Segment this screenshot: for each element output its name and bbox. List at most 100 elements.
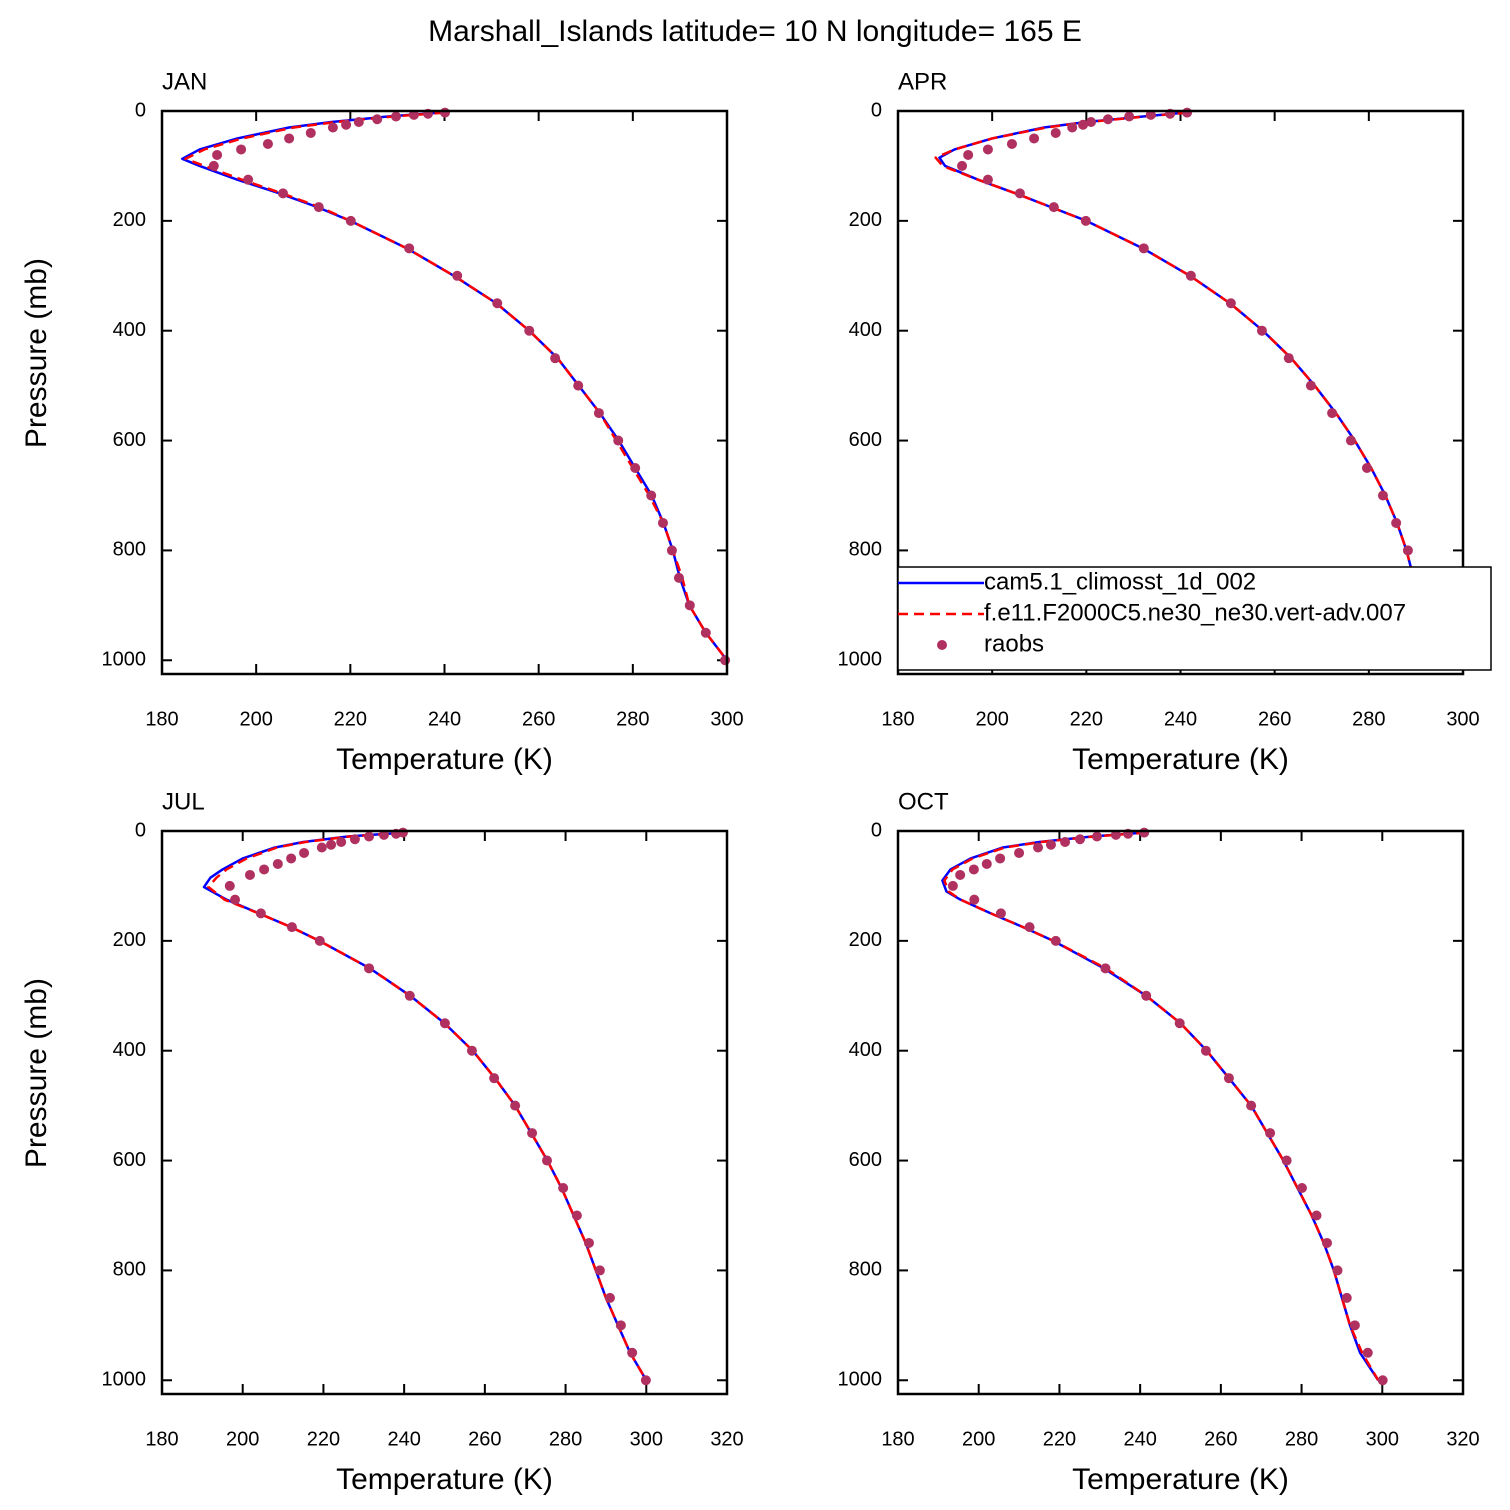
x-tick-label: 240 bbox=[387, 1428, 420, 1450]
x-axis-label: Temperature (K) bbox=[1072, 743, 1289, 776]
raob-point bbox=[1265, 1128, 1276, 1139]
raob-point bbox=[615, 1320, 626, 1331]
panel-title: JUL bbox=[162, 788, 205, 815]
raob-point bbox=[259, 864, 270, 875]
x-tick-label: 240 bbox=[428, 708, 461, 730]
raob-point bbox=[489, 1073, 500, 1084]
y-tick-label: 600 bbox=[113, 1149, 146, 1171]
x-tick-label: 280 bbox=[549, 1428, 582, 1450]
raob-point bbox=[364, 963, 375, 974]
raob-point bbox=[1345, 435, 1356, 446]
y-tick-label: 200 bbox=[113, 209, 146, 231]
raob-point bbox=[353, 116, 364, 127]
raob-point bbox=[646, 490, 657, 501]
raob-point bbox=[1086, 116, 1097, 127]
raob-point bbox=[378, 829, 389, 840]
raob-point bbox=[1377, 1375, 1388, 1386]
x-axis-label: Temperature (K) bbox=[336, 743, 553, 776]
legend-label: raobs bbox=[984, 630, 1044, 657]
y-tick-label: 1000 bbox=[838, 649, 883, 671]
raob-point bbox=[316, 842, 327, 853]
raob-point bbox=[404, 990, 415, 1001]
raob-point bbox=[272, 858, 283, 869]
raob-point bbox=[1067, 122, 1078, 133]
y-tick-label: 0 bbox=[871, 99, 882, 121]
raob-point bbox=[1256, 325, 1267, 336]
raob-point bbox=[1311, 1210, 1322, 1221]
raob-point bbox=[963, 149, 974, 160]
raob-point bbox=[1182, 107, 1193, 118]
raob-point bbox=[527, 1128, 538, 1139]
y-tick-label: 200 bbox=[113, 929, 146, 951]
raob-point bbox=[262, 138, 273, 149]
x-tick-label: 180 bbox=[145, 708, 178, 730]
raob-point bbox=[1362, 1347, 1373, 1358]
x-axis-label: Temperature (K) bbox=[336, 1463, 553, 1496]
raob-point bbox=[439, 107, 450, 118]
raob-point bbox=[305, 127, 316, 138]
y-axis-label: Pressure (mb) bbox=[20, 258, 53, 448]
profile-line bbox=[207, 831, 648, 1381]
raob-point bbox=[1078, 119, 1089, 130]
profile-line bbox=[181, 111, 728, 662]
raob-point bbox=[666, 545, 677, 556]
raob-point bbox=[1024, 922, 1035, 933]
raob-point bbox=[278, 188, 289, 199]
y-tick-label: 0 bbox=[135, 819, 146, 841]
panel-title: JAN bbox=[162, 68, 207, 95]
panel: 0 200 400 600 800 1000 180 200 220 240 260 280 300 32… bbox=[838, 788, 1480, 1496]
raob-point bbox=[700, 627, 711, 638]
x-tick-label: 180 bbox=[881, 708, 914, 730]
x-tick-label: 320 bbox=[710, 1428, 743, 1450]
raob-point bbox=[1341, 1292, 1352, 1303]
raob-point bbox=[349, 834, 360, 845]
y-tick-label: 1000 bbox=[838, 1369, 883, 1391]
raob-point bbox=[224, 880, 235, 891]
x-tick-label: 200 bbox=[962, 1428, 995, 1450]
x-tick-label: 320 bbox=[1446, 1428, 1479, 1450]
y-tick-label: 600 bbox=[849, 429, 882, 451]
raob-point bbox=[558, 1183, 569, 1194]
raob-point bbox=[255, 908, 266, 919]
raob-point bbox=[1080, 215, 1091, 226]
raob-point bbox=[684, 600, 695, 611]
raob-point bbox=[982, 144, 993, 155]
raob-point bbox=[1006, 138, 1017, 149]
raob-point bbox=[492, 298, 503, 309]
raob-point bbox=[391, 111, 402, 122]
raob-point bbox=[1185, 270, 1196, 281]
raob-point bbox=[1391, 517, 1402, 528]
panel: 0 200 400 600 800 1000 180 200 220 240 260 280 300 32… bbox=[20, 788, 744, 1496]
raob-point bbox=[1200, 1045, 1211, 1056]
x-tick-label: 300 bbox=[710, 708, 743, 730]
raob-point bbox=[326, 839, 337, 850]
raob-point bbox=[299, 847, 310, 858]
legend-marker bbox=[937, 640, 947, 650]
raob-point bbox=[630, 463, 641, 474]
y-tick-label: 0 bbox=[871, 819, 882, 841]
x-tick-label: 260 bbox=[522, 708, 555, 730]
y-tick-label: 800 bbox=[113, 1259, 146, 1281]
y-tick-label: 800 bbox=[849, 539, 882, 561]
x-tick-label: 300 bbox=[630, 1428, 663, 1450]
raob-point bbox=[1091, 831, 1102, 842]
raob-point bbox=[236, 144, 247, 155]
raob-point bbox=[1305, 380, 1316, 391]
raob-point bbox=[955, 869, 966, 880]
raob-point bbox=[1138, 243, 1149, 254]
raob-point bbox=[1321, 1237, 1332, 1248]
raob-point bbox=[372, 114, 383, 125]
raob-point bbox=[613, 435, 624, 446]
profile-line bbox=[941, 831, 1380, 1381]
y-tick-label: 600 bbox=[849, 1149, 882, 1171]
plot-frame bbox=[896, 829, 1465, 1396]
raob-point bbox=[510, 1100, 521, 1111]
raob-point bbox=[1281, 1155, 1292, 1166]
raob-point bbox=[1332, 1265, 1343, 1276]
raob-point bbox=[542, 1155, 553, 1166]
raob-point bbox=[1100, 963, 1111, 974]
raob-point bbox=[550, 353, 561, 364]
raob-point bbox=[404, 243, 415, 254]
plot-frame bbox=[896, 109, 1465, 676]
raob-point bbox=[212, 149, 223, 160]
